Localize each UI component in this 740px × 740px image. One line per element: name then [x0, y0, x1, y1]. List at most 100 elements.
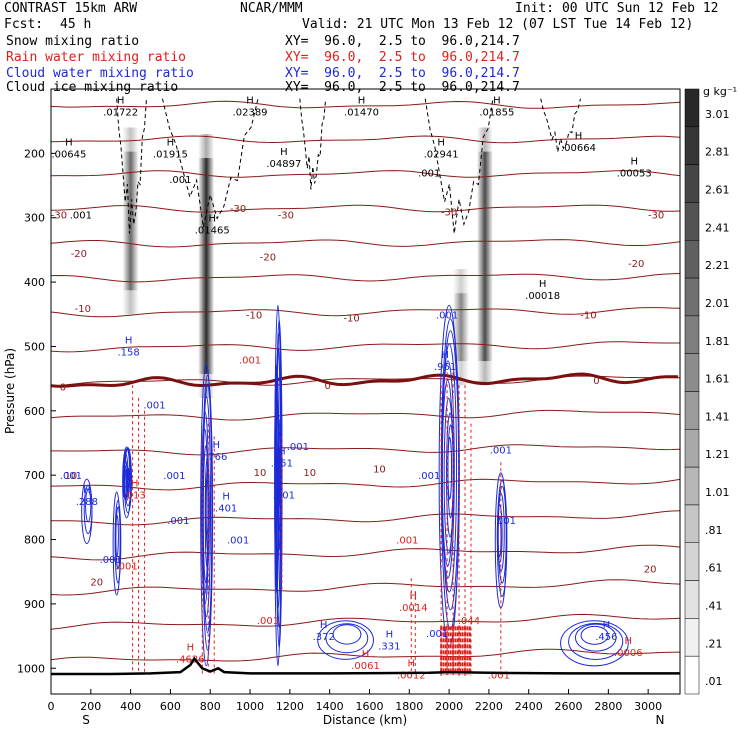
- x-tick-label: 1000: [236, 700, 264, 713]
- contour-value-label: .001: [287, 442, 309, 453]
- extremum-value: .372: [313, 632, 335, 643]
- extremum-type: H: [441, 350, 449, 361]
- org-label: NCAR/MMM: [240, 1, 303, 16]
- cloud-water-contour: [574, 623, 617, 652]
- extremum-value: .0061: [351, 661, 380, 672]
- extremum-value: .0012: [397, 671, 426, 682]
- isentrope-line: [51, 170, 680, 178]
- cloud-water-contour: [496, 504, 503, 564]
- x-tick-label: 1400: [316, 700, 344, 713]
- snow-column-fade-top: [197, 134, 216, 159]
- forecast-hours: 45 h: [60, 17, 92, 32]
- extremum-marker: H.372: [313, 620, 335, 643]
- x-tick-label: 2400: [515, 700, 543, 713]
- extremum-value: .766: [205, 452, 227, 463]
- extremum-value: .02941: [424, 149, 459, 160]
- contour-label: -30: [441, 207, 457, 218]
- contour-label: -30: [230, 204, 246, 215]
- colorbar-swatch: [684, 202, 700, 241]
- extremum-type: H: [575, 131, 583, 142]
- isentrope-line: [51, 444, 680, 456]
- extremum-type: H: [246, 96, 254, 107]
- extremum-type: H: [131, 478, 139, 489]
- colorbar-label: 1.81: [705, 335, 730, 348]
- contour-value-label: .001: [426, 629, 448, 640]
- extremum-marker: H.01915: [153, 137, 188, 160]
- x-tick-label: 1200: [276, 700, 304, 713]
- snow-column-core: [453, 269, 470, 386]
- field-label-cloud-ice: Cloud ice mixing ratio: [6, 80, 179, 95]
- cloud-water-contour: [204, 478, 209, 535]
- extremum-marker: H.00664: [561, 131, 596, 154]
- cloud-water-contour: [568, 622, 624, 660]
- contour-label: -20: [260, 252, 276, 263]
- contour-value-label: .001: [116, 561, 138, 572]
- contour-label: -30: [278, 211, 294, 222]
- extremum-marker: H.00645: [51, 137, 86, 160]
- field-xy-rain: XY= 96.0, 2.5 to 96.0,214.7: [285, 50, 520, 65]
- colorbar-label: 2.61: [705, 184, 730, 197]
- contour-value-label: .001: [163, 471, 185, 482]
- colorbar-label: .81: [705, 524, 723, 537]
- extremum-value: .01915: [153, 149, 188, 160]
- contour-label: -20: [71, 249, 87, 260]
- colorbar-label: 1.01: [705, 486, 730, 499]
- extremum-type: H: [603, 620, 611, 631]
- axes: 0 200 400 600 800 1000 1200 1400 1600 1800 2000 220…: [17, 147, 662, 713]
- extremum-marker: H.01470: [344, 96, 379, 119]
- extremum-marker: H.401: [215, 491, 237, 514]
- contour-value-label: .044: [458, 616, 480, 627]
- extremum-marker: H.01465: [195, 213, 230, 236]
- extremum-type: H: [208, 213, 216, 224]
- field-xy-cloud-ice: XY= 96.0, 2.5 to 96.0,214.7: [285, 80, 520, 95]
- cloud-water-contour: [317, 620, 374, 660]
- y-tick-label: 1000: [17, 662, 45, 675]
- isentrope-line: [51, 544, 680, 561]
- extremum-value: .01855: [479, 108, 514, 119]
- colorbar-swatch: [684, 277, 700, 317]
- x-end-label-north: N: [656, 713, 665, 727]
- extremum-type: H: [362, 649, 370, 660]
- cloud-water-contour: [201, 428, 209, 595]
- extremum-type: H: [630, 157, 638, 168]
- contour-label: 10: [65, 471, 78, 482]
- x-tick-label: 200: [80, 700, 101, 713]
- snow-column-fade-top: [121, 127, 140, 152]
- extremum-value: .0006: [614, 648, 643, 659]
- extremum-type: H: [212, 440, 220, 451]
- extremum-marker: H.0012: [397, 659, 426, 682]
- y-axis-label: Pressure (hPa): [3, 348, 17, 434]
- extremum-marker: H.551: [271, 446, 293, 469]
- plot-area: -30 -30 -30 -30 -30 -20 -20 -20 -10 -10 -10 -10 0 0 0 1…: [51, 96, 680, 682]
- y-tick-label: 500: [24, 340, 45, 353]
- extremum-marker: H.00018: [525, 279, 560, 302]
- cloud-ice-contour: [299, 98, 327, 190]
- contour-value-label: .001: [227, 536, 249, 547]
- extremum-type: H: [167, 137, 175, 148]
- cloud-water-contour: [560, 620, 629, 667]
- isentrope-line: [51, 135, 680, 144]
- extremum-marker: H.766: [205, 440, 227, 463]
- cloud-water-contour: [277, 431, 282, 531]
- contour-value-label: .001: [436, 310, 458, 321]
- contour-label: 0: [593, 376, 599, 387]
- colorbar-swatch: [684, 353, 700, 392]
- contour-label: -30: [648, 211, 664, 222]
- extremum-value: .04897: [266, 159, 301, 170]
- x-axis-label: Distance (km): [323, 713, 407, 727]
- x-tick-label: 600: [160, 700, 181, 713]
- extremum-marker: H.01855: [479, 96, 514, 119]
- cloud-water-contour: [276, 444, 281, 512]
- cloud-water-contour: [114, 514, 119, 557]
- contour-label: 0: [324, 381, 330, 392]
- cloud-water-contour: [332, 624, 362, 645]
- y-tick-label: 300: [24, 212, 45, 225]
- contour-value-label: .001: [70, 211, 92, 222]
- isentrope-line: [51, 648, 680, 662]
- extremum-marker: H.158: [117, 336, 139, 359]
- colorbar: 3.01 2.81 2.61 2.41 2.21 2.01 1.81 1.61 1.41 1.21…: [684, 85, 737, 695]
- contour-label: -20: [628, 259, 644, 270]
- contour-label: -10: [343, 313, 359, 324]
- colorbar-swatch: [684, 315, 700, 354]
